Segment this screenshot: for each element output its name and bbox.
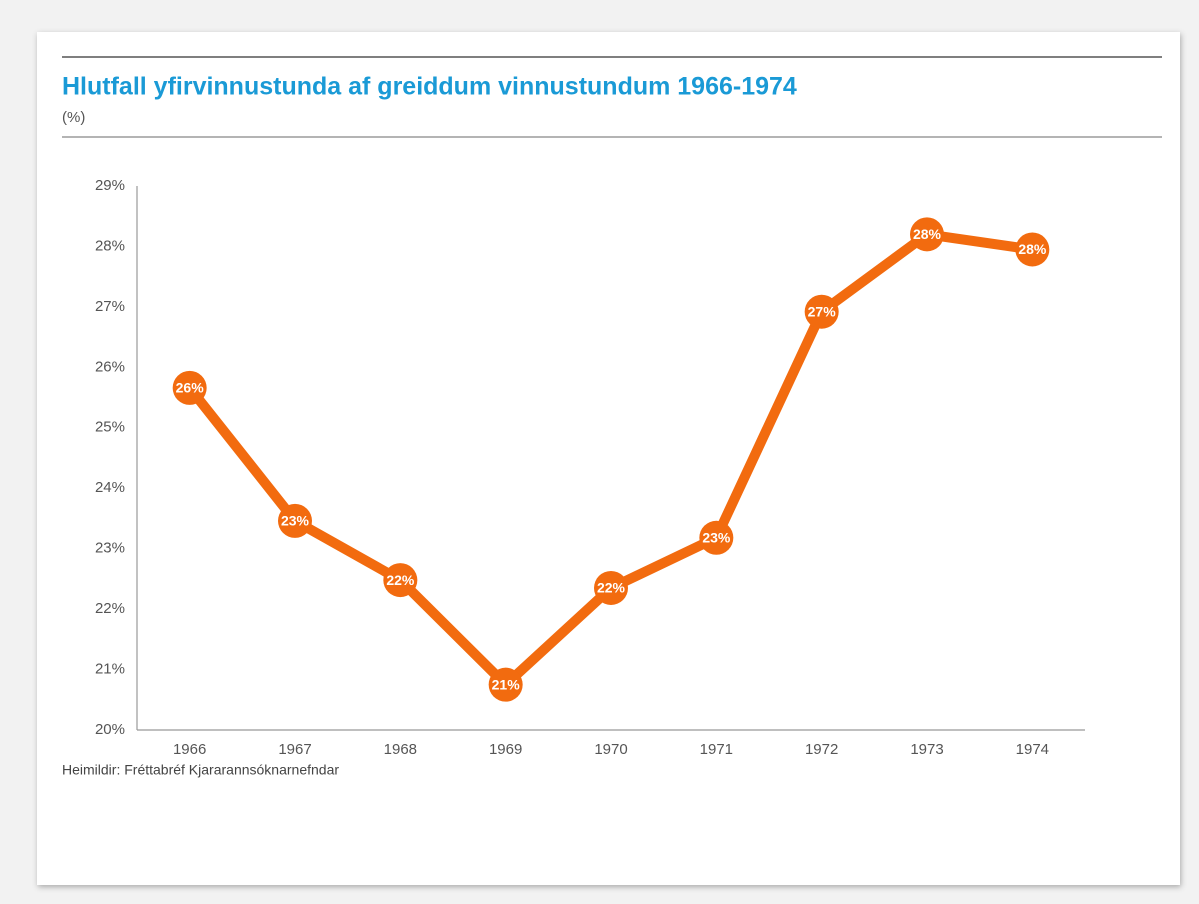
data-point (488, 667, 523, 702)
data-point (278, 503, 312, 538)
data-label: 23% (281, 513, 310, 529)
x-tick-label: 1970 (594, 741, 627, 758)
y-tick-label: 21% (95, 661, 125, 678)
x-tick-label: 1969 (489, 741, 522, 758)
data-point (172, 370, 207, 405)
data-point (804, 294, 839, 329)
data-label: 23% (702, 529, 731, 545)
y-tick-label: 20% (95, 721, 125, 738)
data-label: 28% (913, 226, 942, 242)
y-tick-label: 29% (95, 177, 125, 194)
chart-title: Hlutfall yfirvinnustunda af greiddum vin… (62, 73, 797, 101)
source-note: Heimildir: Fréttabréf Kjararannsóknarnef… (62, 762, 339, 778)
data-label: 21% (492, 676, 521, 692)
y-tick-label: 25% (95, 419, 125, 436)
y-tick-label: 28% (95, 237, 125, 254)
x-tick-label: 1972 (805, 741, 838, 758)
card (37, 32, 1180, 885)
data-label: 28% (1018, 241, 1047, 257)
data-label: 22% (597, 580, 626, 596)
y-tick-label: 23% (95, 540, 125, 557)
data-point (594, 570, 628, 605)
y-tick-label: 24% (95, 479, 125, 496)
data-label: 27% (808, 303, 837, 319)
data-point (383, 563, 418, 598)
data-label: 22% (386, 572, 415, 588)
x-tick-label: 1971 (700, 741, 733, 758)
x-tick-label: 1974 (1016, 741, 1049, 758)
y-tick-label: 22% (95, 600, 125, 617)
data-label: 26% (176, 380, 205, 396)
x-tick-label: 1973 (910, 741, 943, 758)
chart-subtitle: (%) (62, 109, 85, 126)
data-point (699, 520, 734, 555)
x-tick-label: 1968 (384, 741, 417, 758)
data-point (910, 217, 944, 252)
x-tick-label: 1966 (173, 741, 206, 758)
data-point (1015, 232, 1050, 267)
y-tick-label: 27% (95, 298, 125, 315)
x-tick-label: 1967 (278, 741, 311, 758)
y-tick-label: 26% (95, 358, 125, 375)
